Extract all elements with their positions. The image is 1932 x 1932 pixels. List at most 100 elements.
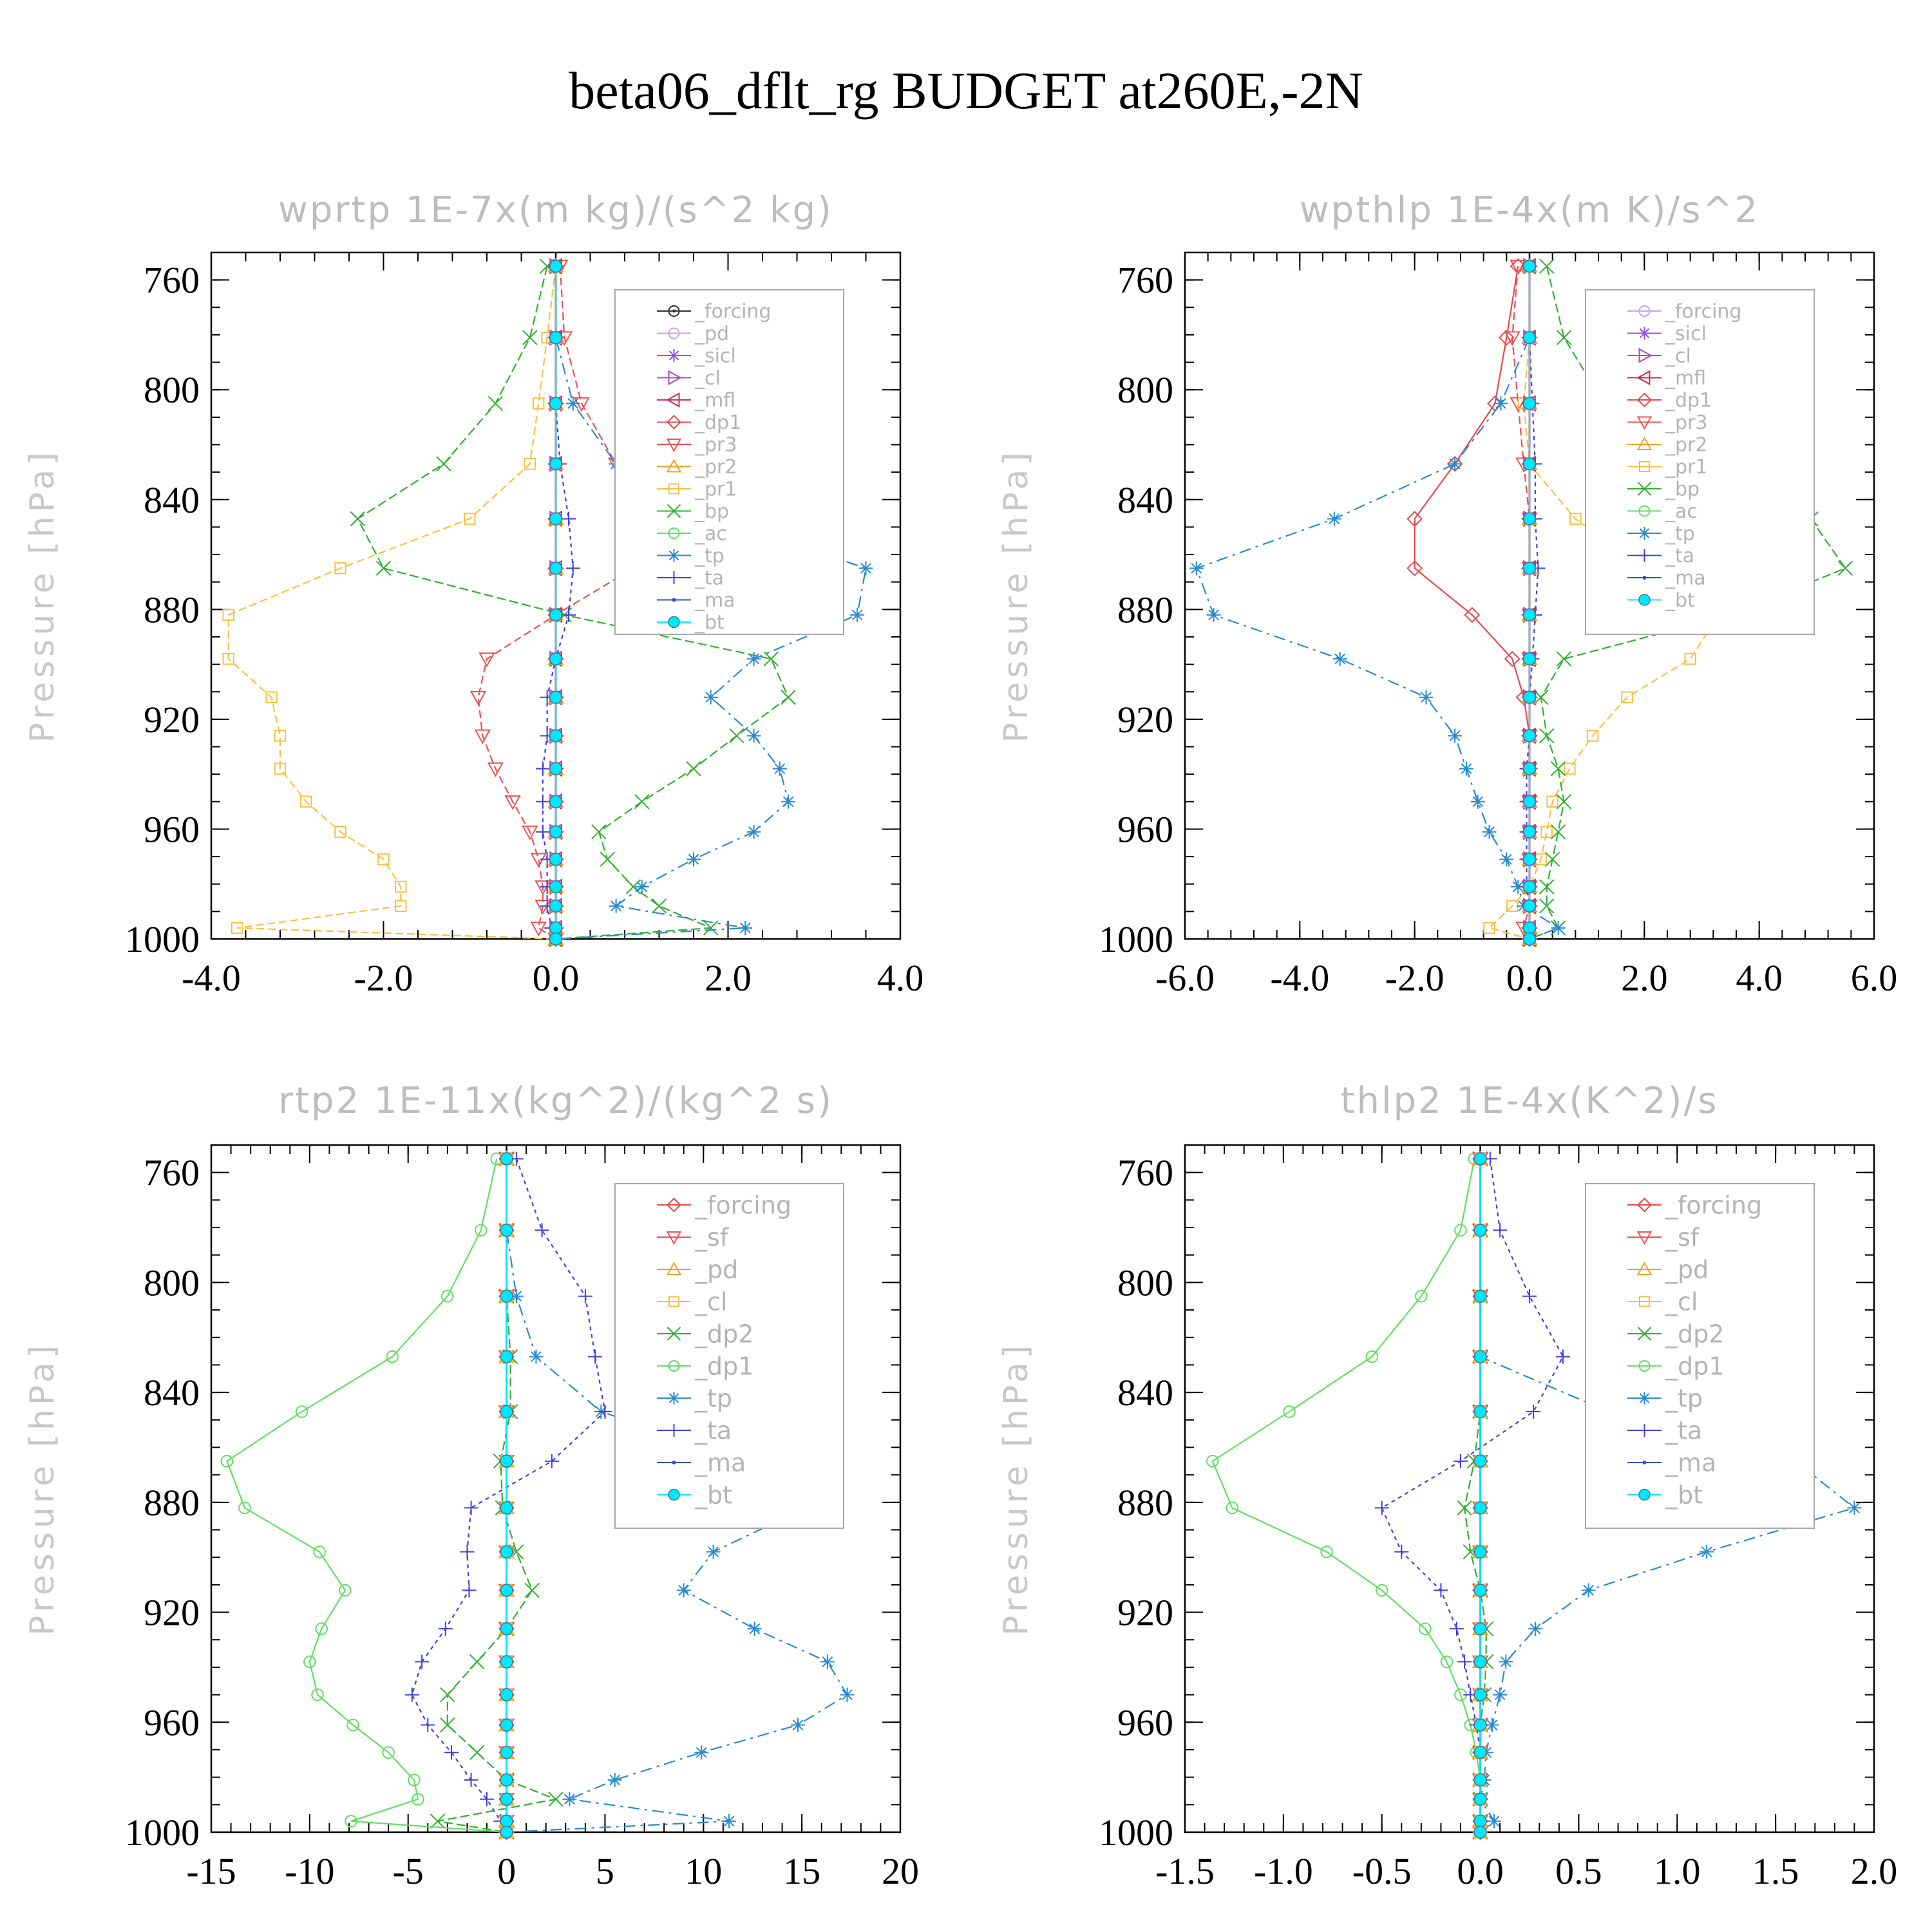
data-point [464,1501,478,1515]
data-point [565,561,580,576]
series-group [1206,1150,1862,1841]
legend-marker [667,1327,681,1341]
data-point [1473,1584,1487,1597]
legend-label: _bp [1665,478,1700,501]
legend-marker [1638,549,1651,562]
data-point [222,652,234,665]
data-point [1526,1405,1541,1419]
data-point [1556,794,1572,810]
data-point [299,795,312,808]
y-tick-label: 1000 [1099,1812,1173,1853]
data-point [820,1654,835,1669]
series-line [411,1158,606,1833]
data-point [549,457,563,471]
legend-marker [668,1296,679,1307]
data-point [1327,511,1341,526]
data-point [474,729,491,744]
data-point [500,1545,513,1558]
data-point [469,690,487,706]
legend-marker [668,305,680,317]
data-point [549,880,563,894]
data-point [588,1349,603,1364]
y-tick-label: 1000 [1099,918,1173,960]
data-point [1539,898,1555,914]
x-tick-label: 0.0 [1506,957,1553,999]
y-tick-label: 960 [1117,1701,1173,1743]
data-point [231,922,243,934]
y-tick-label: 840 [1117,479,1173,521]
y-axis-label: Pressure [hPa] [997,1341,1036,1636]
data-point [706,1544,721,1559]
series-pr1 [222,260,562,945]
data-point [549,899,563,913]
x-tick-label: -4.0 [1270,957,1329,999]
legend-entry: _ac [1627,500,1698,523]
data-point [500,1454,513,1468]
data-point [1493,1223,1508,1238]
legend-label: _bt [694,1481,732,1509]
legend-entry: _mfl [657,390,735,412]
legend-marker [667,504,681,518]
data-point [729,728,744,744]
data-point [500,1718,513,1732]
data-point [1473,1622,1487,1636]
legend-label: _tp [694,545,724,567]
data-point [535,1223,549,1238]
data-point [1473,1746,1487,1759]
data-point [591,824,607,840]
data-point [1375,1584,1388,1597]
data-point [747,1622,762,1636]
x-tick-label: -2.0 [354,957,413,999]
data-point [781,794,796,809]
data-point [1847,1501,1862,1515]
x-tick-label: -1.0 [1254,1850,1313,1892]
data-point [1522,652,1537,666]
legend-label: _pr3 [1665,412,1707,434]
y-tick-label: 840 [1117,1372,1173,1414]
data-point [1454,1224,1467,1237]
legend-marker [668,370,682,386]
y-tick-label: 1000 [125,1812,200,1853]
data-point [529,1349,544,1364]
data-point [1504,650,1520,667]
data-point [334,562,346,574]
data-point [1522,795,1537,808]
data-point [1522,729,1537,743]
legend-label: _mfl [694,390,735,412]
data-point [549,932,563,946]
legend-label: _bt [694,612,724,634]
series-bt [500,1152,513,1839]
data-point [1522,690,1537,704]
data-point [694,1745,709,1760]
legend-label: _ta [694,567,724,590]
data-point [781,690,796,705]
y-axis-label: Pressure [hPa] [23,1341,62,1636]
series-line [356,266,790,940]
legend-marker [668,616,680,629]
legend-entry: _bp [1627,478,1700,501]
data-point [1700,1544,1714,1559]
legend-box [614,289,844,635]
data-point [1434,1583,1448,1598]
data-point [500,1622,513,1636]
data-point [504,795,521,810]
data-point [1550,761,1566,777]
data-point [1365,1350,1379,1363]
data-point [500,1224,513,1237]
data-point [274,730,287,742]
data-point [607,1772,622,1787]
data-point [549,762,563,775]
y-tick-label: 800 [144,1262,200,1303]
legend-entry: _bt [1627,589,1695,612]
x-tick-label: 4.0 [877,957,924,999]
data-point [549,853,563,866]
legend-label: _sf [1665,1223,1700,1251]
data-point [1510,260,1526,275]
legend-label: _cl [1665,1287,1698,1316]
legend-label: _ma [1665,567,1706,590]
data-point [1522,562,1537,575]
legend-marker [672,1461,676,1464]
y-tick-label: 880 [144,1482,200,1524]
data-point [1522,853,1537,866]
data-point [500,1584,513,1597]
